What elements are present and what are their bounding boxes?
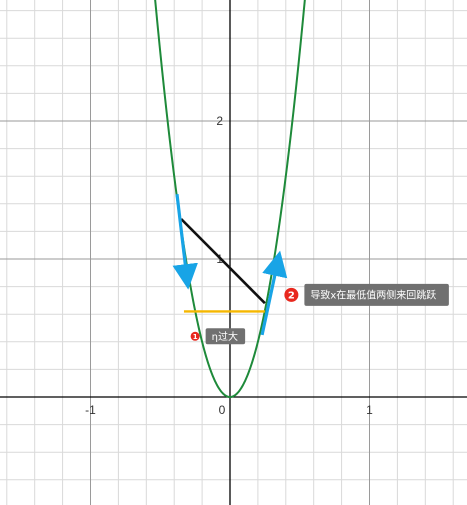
chart-marks [154, 0, 306, 399]
annotation-text: 导致x在最低值两侧来回跳跃 [310, 288, 436, 301]
secant-line [180, 218, 266, 305]
x-tick-label: -1 [85, 403, 96, 417]
annotations: 2 导致x在最低值两侧来回跳跃 1 η过大 [190, 283, 449, 345]
annotation-badge [284, 287, 299, 302]
annotation-text: η过大 [212, 330, 238, 343]
y-tick-label: 2 [216, 114, 223, 128]
x-tick-label: 0 [219, 403, 226, 417]
annotation-badge-number: 2 [288, 290, 295, 301]
annotation-box [304, 283, 449, 306]
arrow-up [260, 250, 288, 336]
annotation-badge [190, 331, 200, 341]
annotation-badge-number: 1 [193, 333, 198, 341]
x-tick-label: 1 [366, 403, 373, 417]
arrow-down [172, 193, 198, 290]
annotation-box [205, 328, 246, 345]
